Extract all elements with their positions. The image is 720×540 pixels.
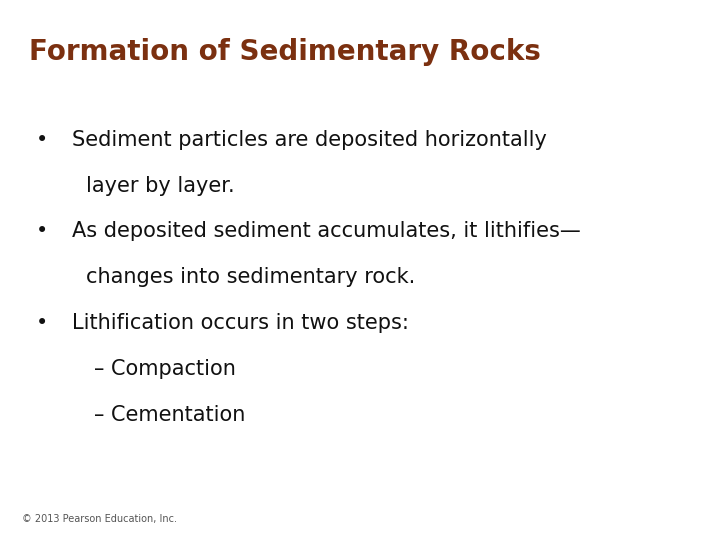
Text: Lithification occurs in two steps:: Lithification occurs in two steps: [72,313,409,333]
Text: •: • [36,221,48,241]
Text: Formation of Sedimentary Rocks: Formation of Sedimentary Rocks [29,38,541,66]
Text: Sediment particles are deposited horizontally: Sediment particles are deposited horizon… [72,130,547,150]
Text: •: • [36,313,48,333]
Text: © 2013 Pearson Education, Inc.: © 2013 Pearson Education, Inc. [22,514,176,524]
Text: •: • [36,130,48,150]
Text: – Compaction: – Compaction [94,359,235,379]
Text: As deposited sediment accumulates, it lithifies—: As deposited sediment accumulates, it li… [72,221,581,241]
Text: changes into sedimentary rock.: changes into sedimentary rock. [86,267,415,287]
Text: – Cementation: – Cementation [94,405,245,425]
Text: layer by layer.: layer by layer. [86,176,235,195]
